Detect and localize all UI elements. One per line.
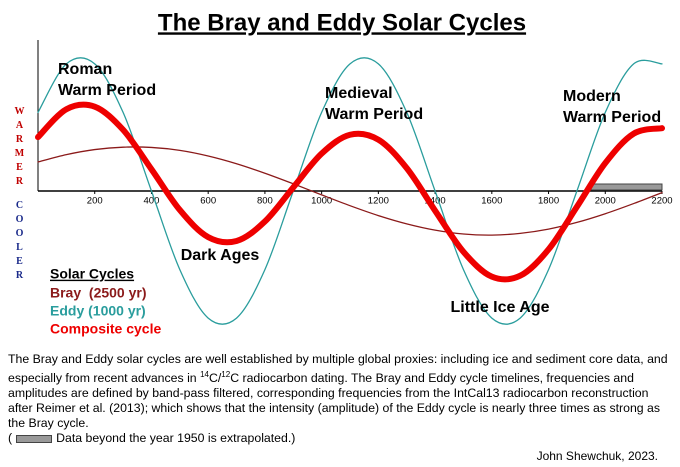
x-tick-label: 1800 xyxy=(538,196,559,207)
series-line xyxy=(35,101,665,283)
x-tick-label: 1000 xyxy=(311,196,332,207)
extrapolated-bar xyxy=(590,183,663,191)
x-tick-label: 600 xyxy=(200,196,216,207)
x-tick-label: 1600 xyxy=(481,196,502,207)
series-line xyxy=(37,146,663,236)
caption-text: The Bray and Eddy solar cycles are well … xyxy=(8,352,668,386)
note-swatch xyxy=(16,434,53,443)
annotation: Modern xyxy=(563,88,621,105)
caption-text: C/ xyxy=(208,371,222,386)
legend-entry: Eddy (1000 yr) xyxy=(50,303,146,319)
caption-text: C radiocarbon dating. The Bray and Eddy … xyxy=(8,371,661,431)
y-upper-label: WARMER xyxy=(14,106,25,190)
x-tick-label: 2200 xyxy=(651,196,672,207)
y-lower-label: COOLER xyxy=(14,200,25,284)
annotation: Warm Period xyxy=(325,106,423,123)
annotation: Warm Period xyxy=(563,109,661,126)
annotation: Roman xyxy=(58,61,112,78)
annotation: Warm Period xyxy=(58,82,156,99)
x-tick-label: 800 xyxy=(257,196,273,207)
x-tick-label: 200 xyxy=(87,196,103,207)
x-tick-label: 1400 xyxy=(425,196,446,207)
series-line xyxy=(37,57,663,325)
annotation: Dark Ages xyxy=(181,247,260,264)
caption-sup: 12 xyxy=(221,370,231,379)
chart: The Bray and Eddy Solar Cycles 200 400 600… xyxy=(35,9,673,337)
legend-entry: Bray (2500 yr) xyxy=(50,285,147,301)
caption-sup: 14 xyxy=(200,370,209,379)
annotation: Little Ice Age xyxy=(451,299,550,316)
chart-title: The Bray and Eddy Solar Cycles xyxy=(158,9,526,36)
note-open: ( xyxy=(8,431,13,446)
x-tick-label: 1200 xyxy=(368,196,389,207)
x-tick-label: 2000 xyxy=(595,196,616,207)
annotation: Medieval xyxy=(325,85,393,102)
note: Data beyond the year 1950 is extrapolate… xyxy=(56,431,296,446)
credit: John Shewchuk, 2023. xyxy=(536,449,658,463)
legend-title: Solar Cycles xyxy=(50,266,134,282)
caption: The Bray and Eddy solar cycles are well … xyxy=(8,352,673,446)
legend-entry: Composite cycle xyxy=(50,321,161,337)
x-tick-label: 400 xyxy=(144,196,160,207)
